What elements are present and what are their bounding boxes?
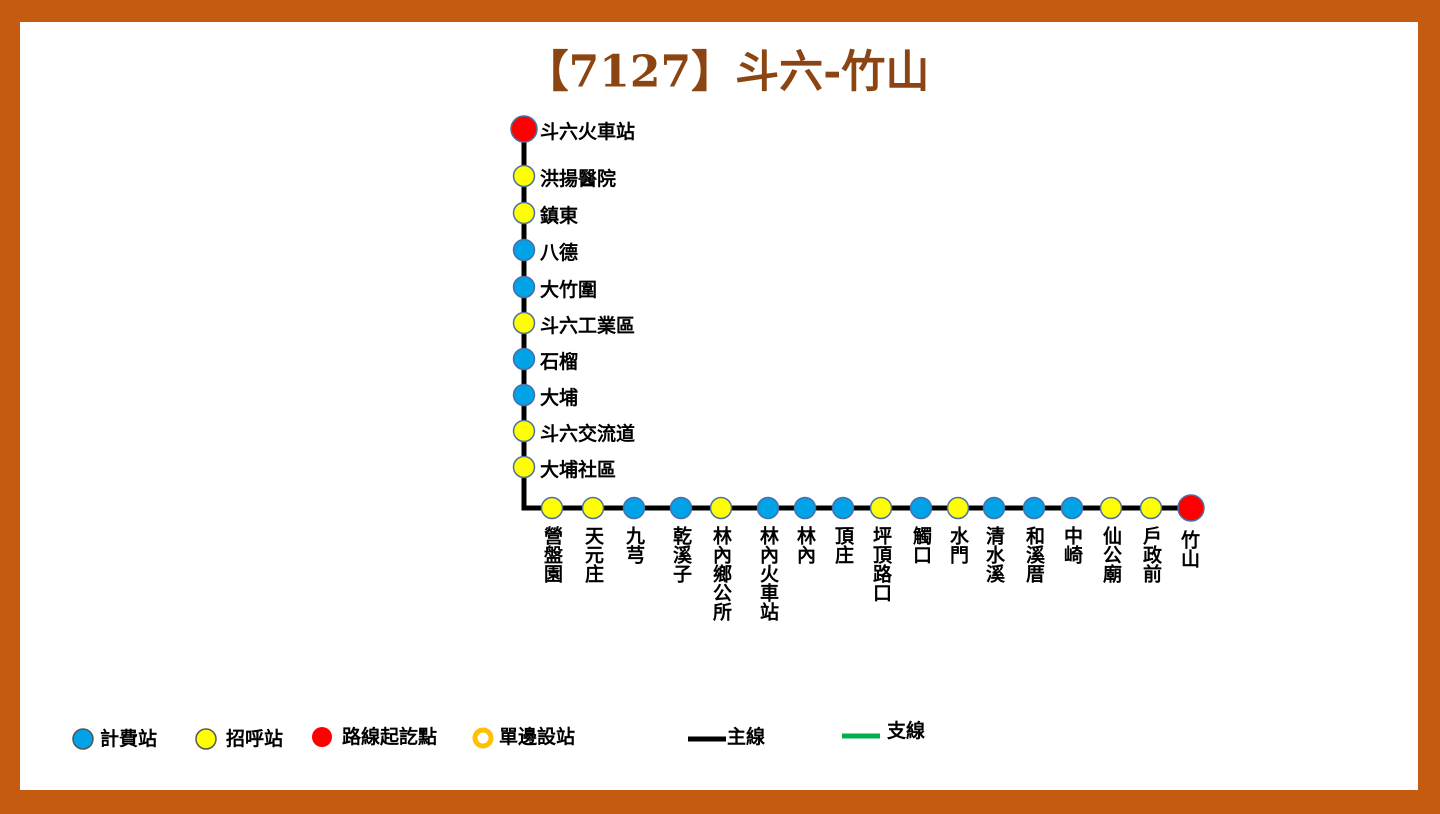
legend-oneside-icon: [472, 727, 494, 749]
legend-branch: 支線: [886, 719, 925, 742]
stop-marker: [756, 496, 780, 520]
stop-marker: [1022, 496, 1046, 520]
stop-name: 林內鄉公所: [710, 525, 732, 622]
stop-marker: [1060, 496, 1084, 520]
stop-name: 清水溪: [983, 525, 1005, 584]
legend-call: 招呼站: [226, 727, 283, 750]
stop-name: 觸口: [910, 525, 932, 564]
stop-name: 鎮東: [540, 204, 578, 227]
stop-name: 林內: [794, 525, 816, 564]
stop-name: 竹山: [1178, 529, 1201, 568]
legend-oneside: 單邊設站: [499, 725, 575, 748]
stop-marker: [512, 347, 536, 371]
stop-marker: [512, 238, 536, 262]
title: 【7127】斗六-竹山: [525, 47, 930, 98]
stop-marker: [946, 496, 970, 520]
stop-marker: [793, 496, 817, 520]
stop-marker: [512, 164, 536, 188]
stop-name: 九芎: [623, 526, 646, 565]
stop-marker: [622, 496, 646, 520]
stop-name: 和溪厝: [1023, 525, 1045, 584]
legend-terminal-icon: [312, 727, 332, 747]
stop-name: 戶政前: [1140, 525, 1162, 583]
stop-name: 洪揚醫院: [540, 167, 616, 190]
stop-marker: [1099, 496, 1123, 520]
stop-name: 八德: [540, 241, 578, 264]
stop-marker: [831, 496, 855, 520]
stop-name: 營盤園: [541, 525, 563, 584]
stop-name: 林內火車站: [757, 525, 779, 622]
legend-fee-icon: [72, 728, 94, 750]
stop-marker: [1177, 494, 1205, 522]
stop-name: 斗六火車站: [540, 120, 635, 143]
stop-marker: [512, 419, 536, 443]
stop-marker: [512, 455, 536, 479]
legend-fee: 計費站: [100, 727, 157, 750]
stop-name: 坪頂路口: [870, 526, 892, 602]
stop-name: 斗六工業區: [540, 314, 635, 337]
stop-marker: [512, 311, 536, 335]
legend-call-icon: [195, 728, 217, 750]
stop-marker: [512, 383, 536, 407]
legend-terminal: 路線起訖點: [342, 725, 437, 748]
stop-name: 大埔社區: [540, 458, 616, 481]
stop-name: 頂庄: [832, 526, 854, 565]
stop-name: 大竹圍: [540, 278, 597, 301]
stop-name: 斗六交流道: [540, 422, 635, 445]
stop-marker: [709, 496, 733, 520]
legend-main: 主線: [727, 725, 765, 748]
stop-name: 乾溪子: [670, 525, 692, 583]
stop-marker: [669, 496, 693, 520]
stop-name: 水門: [947, 526, 969, 564]
stop-marker: [512, 201, 536, 225]
stop-marker: [512, 275, 536, 299]
legend: 計費站 招呼站 路線起訖點 單邊設站 主線 支線: [72, 719, 925, 750]
stop-marker: [869, 496, 893, 520]
stop-name: 大埔: [540, 386, 578, 409]
stop-name: 石榴: [539, 350, 578, 373]
stop-marker: [510, 115, 538, 143]
stop-name: 仙公廟: [1100, 525, 1122, 584]
stop-name: 天元庄: [582, 526, 604, 584]
stop-marker: [909, 496, 933, 520]
stop-marker: [982, 496, 1006, 520]
stop-name: 中崎: [1061, 525, 1083, 565]
stop-marker: [1139, 496, 1163, 520]
panel: [20, 22, 1418, 790]
stop-marker: [540, 496, 564, 520]
stop-marker: [581, 496, 605, 520]
